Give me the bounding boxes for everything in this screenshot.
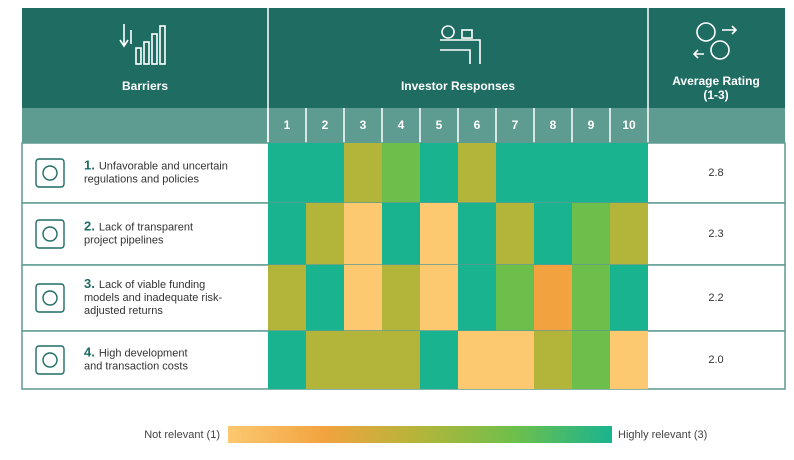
rating-cell xyxy=(344,265,382,331)
legend-low: Not relevant (1) xyxy=(144,429,220,441)
row-icon xyxy=(35,158,65,188)
rating-cell xyxy=(534,143,572,203)
row-text: Lack of viable funding xyxy=(99,279,205,291)
column-number: 3 xyxy=(360,118,367,132)
row-number: 4. xyxy=(84,345,95,360)
rating-cell xyxy=(458,203,496,265)
header-text: Barriers xyxy=(122,79,168,93)
rating-cell xyxy=(496,331,534,389)
rating-cell xyxy=(268,331,306,389)
rating-cell xyxy=(382,203,420,265)
rating-cell xyxy=(268,203,306,265)
subheader-band xyxy=(22,108,785,143)
icon-shape xyxy=(42,352,58,368)
rating-cell xyxy=(610,265,648,331)
icon-shape xyxy=(35,158,65,188)
rating-cell xyxy=(496,265,534,331)
rating-cell xyxy=(382,143,420,203)
row-label: adjusted returns xyxy=(84,305,163,317)
rating-cell xyxy=(420,265,458,331)
rating-cell xyxy=(610,331,648,389)
rating-cell xyxy=(496,143,534,203)
rating-cell xyxy=(306,331,344,389)
icon-shape xyxy=(42,226,58,242)
column-number: 9 xyxy=(588,118,595,132)
icon-shape xyxy=(35,345,65,375)
rating-cell xyxy=(382,265,420,331)
column-number: 8 xyxy=(550,118,557,132)
rating-cell xyxy=(420,203,458,265)
rating-cell xyxy=(420,143,458,203)
row-label: 4. High development xyxy=(84,345,188,360)
icon-shape xyxy=(35,219,65,249)
legend-gradient xyxy=(228,426,612,443)
row-label: 1. Unfavorable and uncertain xyxy=(84,158,228,173)
column-number: 1 xyxy=(284,118,291,132)
rating-cell xyxy=(382,331,420,389)
rating-cell xyxy=(458,331,496,389)
rating-icon xyxy=(692,22,738,60)
rating-cell xyxy=(572,203,610,265)
legend-high: Highly relevant (3) xyxy=(618,429,707,441)
row-label: 3. Lack of viable funding xyxy=(84,276,205,291)
average-value: 2.0 xyxy=(708,354,723,366)
rating-cell xyxy=(306,265,344,331)
rating-cell xyxy=(496,203,534,265)
row-label: 2. Lack of transparent xyxy=(84,219,193,234)
barriers-icon xyxy=(119,24,166,65)
rating-cell xyxy=(572,143,610,203)
average-value: 2.8 xyxy=(708,167,723,179)
row-label: project pipelines xyxy=(84,234,164,246)
rating-cell xyxy=(610,203,648,265)
column-number: 6 xyxy=(474,118,481,132)
responses-icon xyxy=(440,25,481,64)
rating-cell xyxy=(306,203,344,265)
rating-cell xyxy=(268,265,306,331)
rating-cell xyxy=(534,203,572,265)
icon-shape xyxy=(42,290,58,306)
header-text: Average Rating xyxy=(672,74,760,88)
row-icon xyxy=(35,283,65,313)
row-label: and transaction costs xyxy=(84,360,188,372)
row-icon xyxy=(35,345,65,375)
rating-cell xyxy=(268,143,306,203)
row-number: 3. xyxy=(84,276,95,291)
row-text: Lack of transparent xyxy=(99,221,193,233)
rating-cell xyxy=(572,265,610,331)
header-text: (1-3) xyxy=(703,88,728,102)
average-value: 2.2 xyxy=(708,292,723,304)
row-icon xyxy=(35,219,65,249)
rating-cell xyxy=(344,331,382,389)
column-number: 7 xyxy=(512,118,519,132)
header-text: Investor Responses xyxy=(401,79,515,93)
rating-cell xyxy=(534,331,572,389)
average-value: 2.3 xyxy=(708,228,723,240)
rating-cell xyxy=(572,331,610,389)
column-number: 10 xyxy=(622,118,636,132)
row-number: 2. xyxy=(84,219,95,234)
rating-cell xyxy=(344,143,382,203)
icon-shape xyxy=(35,283,65,313)
row-number: 1. xyxy=(84,158,95,173)
icon-shape xyxy=(42,165,58,181)
rating-cell xyxy=(610,143,648,203)
column-number: 5 xyxy=(436,118,443,132)
rating-cell xyxy=(306,143,344,203)
row-text: High development xyxy=(99,347,188,359)
rating-cell xyxy=(344,203,382,265)
rating-cell xyxy=(534,265,572,331)
row-label: models and inadequate risk- xyxy=(84,292,223,304)
rating-cell xyxy=(420,331,458,389)
column-number: 4 xyxy=(398,118,405,132)
row-text: Unfavorable and uncertain xyxy=(99,160,228,172)
row-label: regulations and policies xyxy=(84,173,199,185)
column-number: 2 xyxy=(322,118,329,132)
rating-cell xyxy=(458,143,496,203)
rating-cell xyxy=(458,265,496,331)
